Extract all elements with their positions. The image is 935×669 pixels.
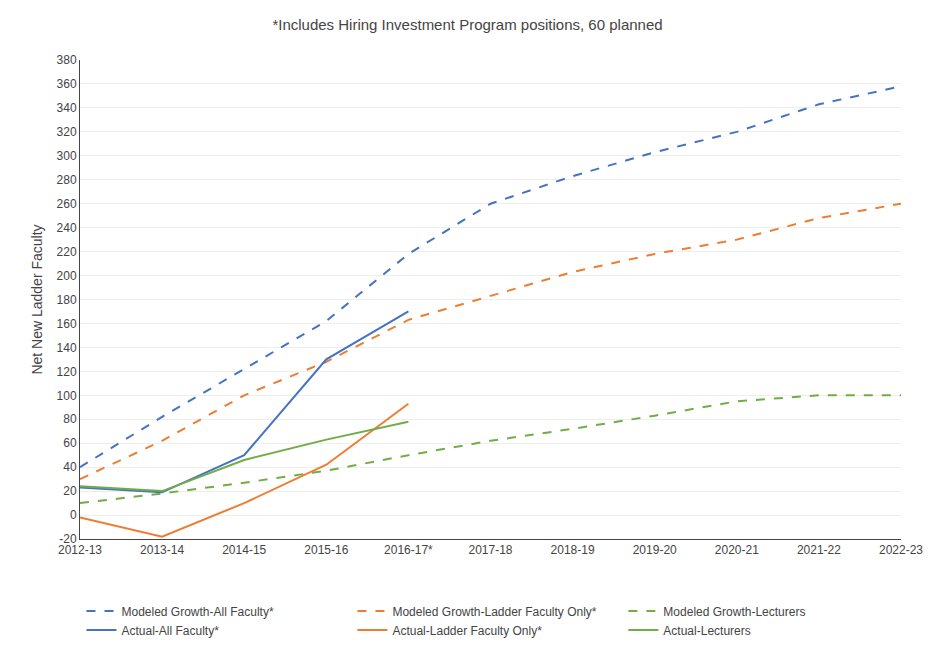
- svg-text:2016-17*: 2016-17*: [384, 543, 433, 557]
- svg-text:140: 140: [57, 341, 77, 355]
- svg-text:-20: -20: [59, 532, 77, 546]
- svg-text:200: 200: [57, 269, 77, 283]
- svg-text:Net New Ladder Faculty: Net New Ladder Faculty: [29, 224, 45, 374]
- svg-text:2012-13: 2012-13: [58, 543, 102, 557]
- svg-text:*Includes Hiring Investment Pr: *Includes Hiring Investment Program posi…: [272, 16, 662, 33]
- svg-text:80: 80: [63, 412, 77, 426]
- svg-text:160: 160: [57, 317, 77, 331]
- svg-text:2015-16: 2015-16: [304, 543, 348, 557]
- svg-text:Modeled Growth-Ladder Faculty: Modeled Growth-Ladder Faculty Only*: [392, 605, 596, 619]
- svg-text:280: 280: [57, 173, 77, 187]
- svg-text:340: 340: [57, 101, 77, 115]
- svg-text:2022-23: 2022-23: [879, 543, 923, 557]
- svg-text:2014-15: 2014-15: [222, 543, 266, 557]
- svg-text:Actual-All Faculty*: Actual-All Faculty*: [122, 624, 220, 638]
- svg-text:20: 20: [63, 484, 77, 498]
- svg-text:40: 40: [63, 460, 77, 474]
- svg-text:360: 360: [57, 77, 77, 91]
- svg-text:2018-19: 2018-19: [551, 543, 595, 557]
- svg-text:380: 380: [57, 53, 77, 67]
- svg-text:260: 260: [57, 197, 77, 211]
- svg-text:2019-20: 2019-20: [633, 543, 677, 557]
- svg-text:100: 100: [57, 389, 77, 403]
- svg-text:Actual-Lecturers: Actual-Lecturers: [663, 624, 750, 638]
- svg-text:2021-22: 2021-22: [797, 543, 841, 557]
- svg-text:2013-14: 2013-14: [140, 543, 184, 557]
- svg-text:Modeled Growth-Lecturers: Modeled Growth-Lecturers: [663, 605, 805, 619]
- svg-text:Actual-Ladder Faculty Only*: Actual-Ladder Faculty Only*: [392, 624, 542, 638]
- svg-text:320: 320: [57, 125, 77, 139]
- svg-text:0: 0: [70, 508, 77, 522]
- svg-text:300: 300: [57, 149, 77, 163]
- svg-text:180: 180: [57, 293, 77, 307]
- svg-text:60: 60: [63, 436, 77, 450]
- svg-text:240: 240: [57, 221, 77, 235]
- svg-text:2020-21: 2020-21: [715, 543, 759, 557]
- svg-text:120: 120: [57, 365, 77, 379]
- svg-text:2017-18: 2017-18: [468, 543, 512, 557]
- svg-text:220: 220: [57, 245, 77, 259]
- svg-text:Modeled Growth-All Faculty*: Modeled Growth-All Faculty*: [122, 605, 274, 619]
